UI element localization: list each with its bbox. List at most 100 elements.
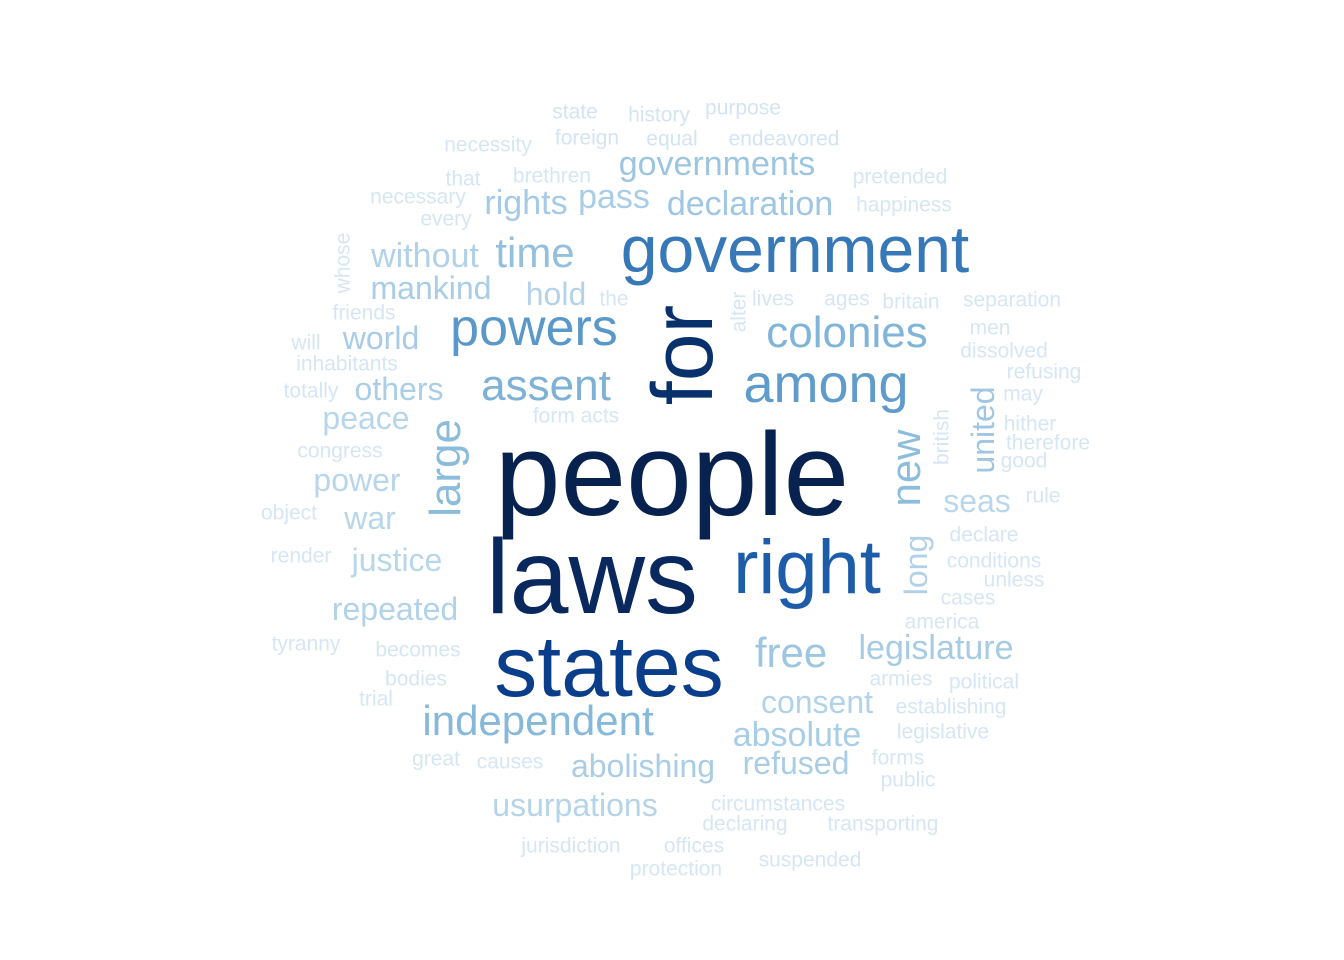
word: may [1003,382,1043,406]
word: unless [983,568,1045,592]
word: declaring [702,812,788,836]
word: rule [1025,484,1061,508]
word: separation [962,288,1062,312]
word: new [882,429,929,507]
word: friends [332,301,396,325]
word: will [291,331,321,355]
word: pass [578,178,650,216]
word: hold [525,276,587,312]
word: endeavored [728,127,840,151]
word: trial [359,687,393,711]
word: whose [331,232,355,294]
word: men [969,316,1011,340]
word: war [344,500,396,536]
word: large [421,419,470,517]
word: good [1000,449,1048,473]
word: history [628,103,690,127]
word: right [733,525,881,610]
word: armies [869,667,933,691]
word: refusing [1006,360,1082,384]
word: happiness [856,193,952,217]
word: abolishing [570,748,716,784]
word: people [494,409,850,541]
word: world [342,320,420,356]
word: usurpations [492,787,658,823]
word: rights [484,184,568,222]
word: seas [943,483,1011,519]
word: conditions [946,549,1042,573]
word: therefore [1005,431,1091,455]
word: consent [760,684,874,720]
word: transporting [827,812,939,836]
word: state [552,100,598,124]
word: causes [476,750,544,774]
word: dissolved [960,339,1048,363]
word: totally [283,379,339,403]
word: necessity [444,133,532,157]
word: assent [481,361,611,410]
word: foreign [554,126,620,150]
word: inhabitants [296,352,398,376]
word: form acts [532,404,620,428]
word: declare [949,523,1019,547]
word: congress [297,439,383,463]
word: offices [663,834,725,858]
word: equal [646,127,698,151]
word: alter [727,291,751,333]
word: legislative [896,720,990,744]
word: tyranny [271,632,341,656]
word: political [948,670,1020,694]
word: every [420,207,472,231]
word: that [445,167,481,191]
word: peace [322,400,410,436]
word: object [260,501,318,525]
word: states [494,619,724,715]
word: suspended [758,848,862,872]
word: cases [940,586,996,610]
word: hither [1003,412,1057,436]
word: justice [351,542,443,578]
word: independent [422,697,654,744]
word: long [898,534,934,596]
word: establishing [895,695,1007,719]
word: british [930,408,954,466]
word: the [599,287,629,311]
word: america [904,610,980,634]
word: purpose [705,96,781,120]
word: public [880,768,936,792]
word: lives [751,287,795,311]
word: repeated [331,591,459,627]
word: time [495,229,575,276]
word: government [620,212,970,286]
word: pretended [852,165,948,189]
word: brethren [512,164,592,188]
word: britain [882,290,940,314]
word: refused [742,745,850,781]
word: governments [618,145,816,183]
word: free [754,629,828,676]
word: bodies [385,667,447,691]
word: legislature [858,629,1014,667]
word: united [965,386,1001,474]
word: others [354,371,444,407]
word: colonies [766,308,928,357]
word: jurisdiction [521,834,621,858]
word: without [371,237,479,275]
word: render [270,544,332,568]
word: ages [824,287,870,311]
word: great [412,747,460,771]
word: becomes [375,638,461,662]
word: for [635,304,731,406]
word: necessary [370,185,466,209]
word: forms [871,746,925,770]
word: protection [629,857,723,881]
word: circumstances [710,792,846,816]
word: laws [485,518,699,636]
word: power [313,462,401,498]
word: mankind [370,270,492,306]
word: declaration [666,185,834,223]
word: powers [450,299,618,357]
word: absolute [732,716,862,754]
word: among [743,354,909,414]
